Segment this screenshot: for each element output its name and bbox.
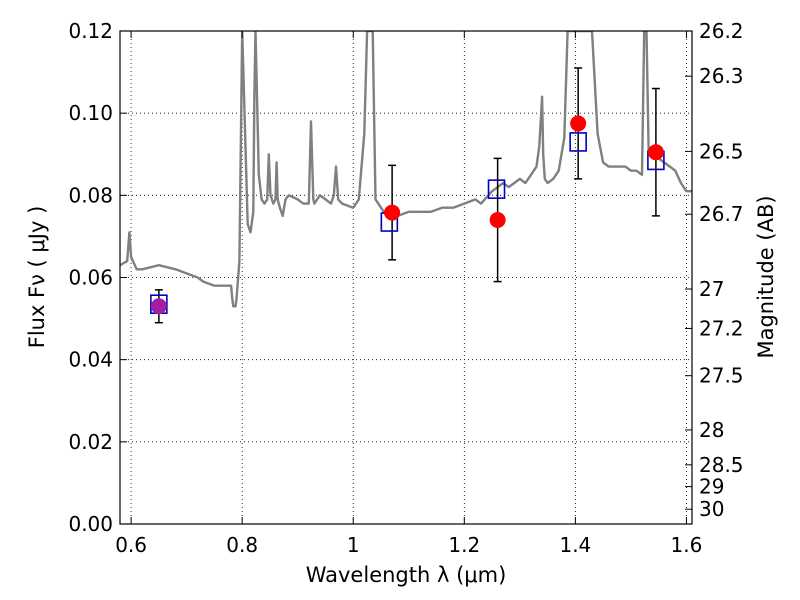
right-tick-label: 27 (699, 277, 724, 301)
right-tick-label: 30 (699, 497, 724, 521)
x-tick-label: 0.8 (226, 533, 258, 557)
x-axis-title: Wavelength λ (μm) (306, 563, 507, 587)
right-tick-label: 27.2 (699, 316, 744, 340)
x-tick-label: 1.6 (671, 533, 703, 557)
photometry-points (150, 115, 665, 315)
observed-flux-point (384, 204, 401, 221)
x-tick-label: 1.4 (559, 533, 591, 557)
right-axis-title: Magnitude (AB) (754, 195, 778, 358)
right-tick-label: 26.5 (699, 139, 744, 163)
right-tick-label: 28.5 (699, 453, 744, 477)
y-tick-label: 0.06 (68, 266, 113, 290)
y-tick-label: 0.00 (68, 512, 113, 536)
y-axis-title: Flux Fν ( μJy ) (25, 206, 49, 349)
axis-ticks: 0.6 0.8 1 1.2 1.4 1.6 0.00 0.02 0.04 0.06 0.08 0.10… (68, 19, 743, 557)
error-bars (154, 67, 660, 324)
y-tick-label: 0.08 (68, 183, 113, 207)
model-spectrum (120, 31, 692, 308)
y-tick-label: 0.10 (68, 101, 113, 125)
observed-flux-point (489, 211, 506, 228)
x-tick-label: 0.6 (115, 533, 147, 557)
y-tick-label: 0.12 (68, 19, 113, 43)
x-tick-label: 1 (347, 533, 360, 557)
right-tick-label: 26.3 (699, 64, 744, 88)
observed-flux-point (647, 144, 664, 161)
grid (120, 30, 692, 525)
right-tick-label: 29 (699, 475, 724, 499)
observed-flux-point (150, 298, 167, 315)
model-photometry-square (569, 132, 587, 152)
y-tick-label: 0.04 (68, 348, 113, 372)
right-tick-label: 28 (699, 418, 724, 442)
observed-flux-point (570, 115, 587, 132)
model-spectrum-line (120, 31, 692, 308)
right-tick-label: 26.2 (699, 19, 744, 43)
plot-frame (119, 30, 693, 525)
x-tick-label: 1.2 (448, 533, 480, 557)
right-tick-label: 26.7 (699, 202, 744, 226)
y-tick-label: 0.02 (68, 430, 113, 454)
model-photometry-square (487, 179, 506, 199)
right-tick-label: 27.5 (699, 364, 744, 388)
